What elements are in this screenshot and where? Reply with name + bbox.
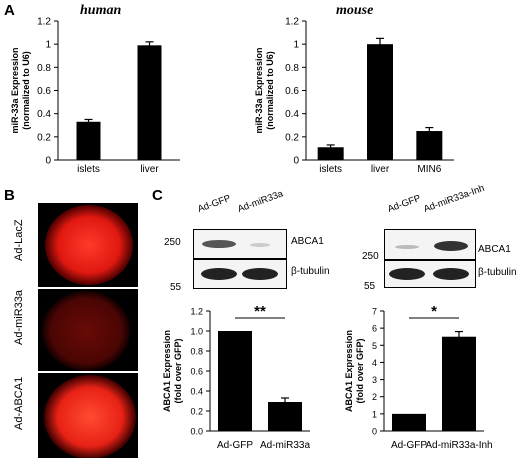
y-axis-label: miR-33a Expression(normalized to U6) bbox=[10, 47, 31, 133]
y-tick-label: 0.6 bbox=[37, 86, 51, 97]
blot-left-abca1-strip bbox=[193, 229, 287, 259]
category-label: Ad-GFP bbox=[217, 440, 253, 451]
y-tick-label: 0.2 bbox=[285, 132, 299, 143]
y-tick-label: 0.8 bbox=[190, 347, 203, 357]
blot-left-mw-250: 250 bbox=[164, 237, 181, 248]
blot-right-mw-250: 250 bbox=[362, 251, 379, 262]
micrograph-adabca1 bbox=[38, 373, 138, 458]
micrograph-adlacz bbox=[38, 203, 138, 287]
bar bbox=[367, 44, 393, 160]
y-tick-label: 1.2 bbox=[190, 307, 203, 317]
significance-marker: * bbox=[431, 303, 437, 320]
blot-left-tubulin-strip bbox=[193, 259, 287, 289]
y-tick-label: 5 bbox=[372, 341, 377, 351]
y-tick-label: 0.0 bbox=[190, 427, 203, 437]
species-human-label: human bbox=[80, 3, 122, 18]
blot-left-lane-2: Ad-miR33a bbox=[236, 188, 285, 215]
bar bbox=[76, 121, 101, 160]
chart-c-right: 0 1 2 3 4 5 6 7 ABCA1 Expression(fold over GFP) A… bbox=[344, 303, 493, 451]
category-label: islets bbox=[77, 164, 100, 175]
panel-letter-a: A bbox=[4, 2, 15, 19]
category-label: Ad-miR33a bbox=[260, 440, 310, 451]
chart-a-human: 0 0.2 0.4 0.6 0.8 1 1.2 miR-33a Expression(norm… bbox=[10, 17, 180, 175]
y-tick-label: 1 bbox=[45, 40, 51, 51]
y-tick-label: 2 bbox=[372, 392, 377, 402]
y-tick-label: 0 bbox=[45, 156, 51, 167]
blot-right-lane-1: Ad-GFP bbox=[386, 192, 423, 215]
blot-right-abca1-strip bbox=[384, 229, 476, 260]
blot-left-band-abca1: ABCA1 bbox=[291, 236, 324, 247]
bar bbox=[218, 331, 252, 431]
bar bbox=[317, 147, 344, 160]
category-label: Ad-GFP bbox=[391, 440, 427, 451]
y-tick-label: 0.8 bbox=[37, 63, 51, 74]
blot-left-band-tubulin: β-tubulin bbox=[291, 266, 330, 277]
y-tick-label: 7 bbox=[372, 307, 377, 317]
blot-left-mw-55: 55 bbox=[170, 282, 182, 293]
y-tick-label: 0.4 bbox=[285, 109, 299, 120]
category-label: Ad-miR33a-Inh bbox=[425, 440, 492, 451]
bar bbox=[137, 45, 162, 161]
blot-right-tubulin-strip bbox=[384, 260, 476, 288]
bar bbox=[416, 131, 443, 160]
micrograph-label-adlacz: Ad-LacZ bbox=[13, 219, 25, 261]
y-tick-label: 0.4 bbox=[37, 109, 51, 120]
y-tick-label: 0.8 bbox=[285, 63, 299, 74]
blot-right-lane-2: Ad-miR33a-Inh bbox=[422, 182, 487, 215]
islet-image-dim bbox=[42, 291, 130, 371]
islet-image-bright-1 bbox=[45, 205, 133, 285]
category-label: MIN6 bbox=[417, 164, 441, 175]
y-tick-label: 4 bbox=[372, 358, 377, 368]
category-label: liver bbox=[140, 164, 159, 175]
y-tick-label: 1 bbox=[372, 409, 377, 419]
bar bbox=[268, 402, 302, 431]
species-mouse-label: mouse bbox=[336, 3, 374, 18]
chart-a-mouse: 0 0.2 0.4 0.6 0.8 1 1.2 miR-33a Expression(norm… bbox=[254, 17, 454, 175]
y-axis-label: ABCA1 Expression(fold over GFP) bbox=[344, 330, 365, 412]
y-tick-label: 6 bbox=[372, 324, 377, 334]
y-tick-label: 1.2 bbox=[285, 17, 299, 28]
blot-right-band-tubulin: β-tubulin bbox=[478, 267, 517, 278]
bar bbox=[442, 336, 476, 431]
chart-c-left: 0.0 0.2 0.4 0.6 0.8 1.0 1.2 ABCA1 Expression(fo… bbox=[162, 303, 310, 451]
y-axis-label: ABCA1 Expression(fold over GFP) bbox=[162, 330, 183, 412]
y-axis-label: miR-33a Expression(normalized to U6) bbox=[254, 47, 275, 133]
significance-marker: ** bbox=[254, 303, 266, 320]
micrograph-label-admir33a: Ad-miR33a bbox=[13, 289, 25, 345]
y-tick-label: 0.2 bbox=[190, 407, 203, 417]
y-tick-label: 1.0 bbox=[190, 327, 203, 337]
micrograph-label-adabca1: Ad-ABCA1 bbox=[13, 376, 25, 430]
blot-left-lane-1: Ad-GFP bbox=[196, 192, 233, 215]
y-tick-label: 1.2 bbox=[37, 17, 51, 28]
category-label: liver bbox=[371, 164, 390, 175]
panel-letter-b: B bbox=[4, 187, 15, 204]
y-tick-label: 1 bbox=[293, 40, 299, 51]
bar bbox=[392, 413, 426, 431]
blot-right-mw-55: 55 bbox=[364, 281, 376, 292]
y-tick-label: 0 bbox=[372, 427, 377, 437]
category-label: islets bbox=[319, 164, 342, 175]
y-tick-label: 0.4 bbox=[190, 387, 203, 397]
y-tick-label: 0.6 bbox=[285, 86, 299, 97]
y-tick-label: 0 bbox=[293, 156, 299, 167]
islet-image-bright-2 bbox=[44, 375, 136, 458]
blot-right-band-abca1: ABCA1 bbox=[478, 244, 511, 255]
y-tick-label: 0.6 bbox=[190, 367, 203, 377]
micrograph-admir33a bbox=[38, 289, 138, 371]
y-tick-label: 0.2 bbox=[37, 132, 51, 143]
panel-letter-c: C bbox=[152, 187, 163, 204]
y-tick-label: 3 bbox=[372, 375, 377, 385]
